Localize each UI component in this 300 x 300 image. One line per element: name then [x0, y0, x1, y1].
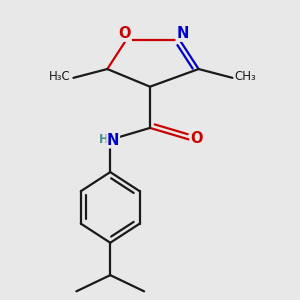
- Text: CH₃: CH₃: [235, 70, 256, 83]
- Text: H: H: [99, 133, 109, 146]
- Text: O: O: [119, 26, 131, 41]
- Text: N: N: [176, 26, 189, 41]
- Text: N: N: [107, 133, 119, 148]
- Text: H₃C: H₃C: [49, 70, 71, 83]
- Text: O: O: [190, 131, 203, 146]
